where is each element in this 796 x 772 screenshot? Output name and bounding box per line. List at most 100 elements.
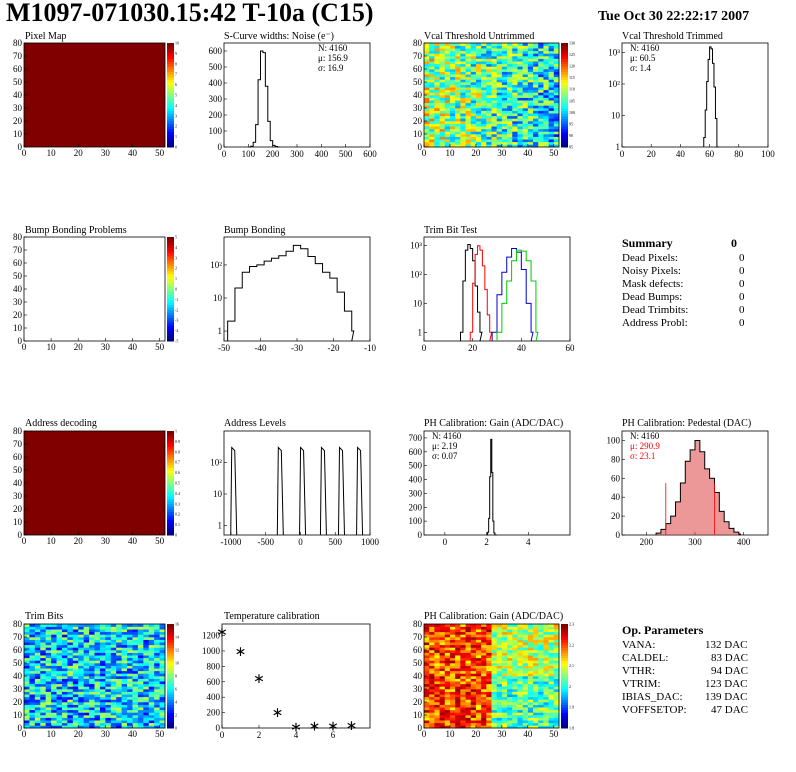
heatmap-cell	[533, 629, 539, 633]
heatmap-cell	[154, 722, 160, 726]
colorbar-segment	[167, 676, 174, 680]
heatmap-cell	[491, 694, 497, 698]
heatmap-cell	[29, 707, 36, 711]
heatmap-cell	[45, 639, 52, 643]
heatmap-cell	[449, 71, 456, 75]
colorbar-tick-label: 2.3	[569, 622, 574, 627]
heatmap-cell	[137, 665, 144, 669]
y-tick-label: 100	[409, 516, 423, 526]
heatmap-cell	[548, 89, 555, 93]
heatmap-cell	[548, 141, 555, 145]
heatmap-cell	[143, 663, 150, 666]
heatmap-cell	[481, 699, 487, 703]
heatmap-cell	[501, 108, 508, 111]
heatmap-cell	[424, 720, 430, 724]
heatmap-cell	[429, 665, 435, 669]
heatmap-cell	[491, 115, 497, 119]
x-tick-label: 0	[620, 149, 625, 159]
heatmap-cell	[553, 665, 560, 669]
colorbar-segment	[167, 312, 174, 316]
heatmap-cell	[127, 624, 133, 627]
heatmap-cell	[517, 704, 523, 708]
heatmap-cell	[538, 717, 544, 721]
heatmap-cell	[439, 707, 446, 711]
heatmap-cell	[116, 676, 122, 679]
heatmap-cell	[470, 123, 477, 127]
heatmap-cell	[522, 92, 529, 96]
heatmap-cell	[533, 709, 539, 713]
heatmap-cell	[512, 644, 518, 648]
heatmap-cell	[465, 56, 472, 59]
heatmap-cell	[45, 668, 52, 672]
heatmap-cell	[132, 678, 139, 682]
heatmap-cell	[491, 642, 497, 646]
heatmap-cell	[543, 631, 549, 635]
heatmap-cell	[137, 686, 144, 690]
heatmap-cell	[455, 97, 461, 101]
heatmap-cell	[470, 141, 477, 145]
heatmap-cell	[24, 717, 30, 721]
heatmap-cell	[116, 634, 122, 638]
heatmap-cell	[538, 715, 544, 718]
heatmap-cell	[507, 624, 513, 627]
colorbar-segment	[167, 524, 174, 528]
heatmap-cell	[127, 637, 133, 640]
heatmap-cell	[94, 660, 101, 664]
heatmap-cell	[61, 704, 68, 708]
heatmap-cell	[40, 631, 46, 635]
heatmap-cell	[45, 650, 52, 653]
heatmap-cell	[439, 665, 446, 669]
heatmap-cell	[517, 702, 523, 705]
colorbar-tick-label: 110	[569, 87, 575, 92]
heatmap-cell	[470, 660, 477, 664]
heatmap-cell	[517, 670, 523, 674]
heatmap-cell	[110, 686, 117, 690]
heatmap-cell	[507, 79, 513, 83]
heatmap-cell	[45, 722, 52, 726]
heatmap-cell	[481, 61, 487, 65]
heatmap-cell	[148, 683, 155, 687]
heatmap-cell	[501, 722, 508, 726]
heatmap-cell	[470, 95, 477, 98]
heatmap-cell	[460, 92, 466, 96]
chart-title: Bump Bonding	[224, 225, 285, 236]
heatmap-cell	[159, 624, 166, 627]
heatmap-cell	[40, 722, 46, 726]
heatmap-cell	[24, 634, 30, 638]
heatmap-cell	[538, 668, 544, 672]
heatmap-cell	[45, 673, 52, 677]
heatmap-cell	[543, 699, 549, 703]
heatmap-cell	[481, 668, 487, 672]
heatmap-cell	[72, 702, 79, 705]
colorbar-segment	[167, 79, 174, 83]
heatmap-cell	[553, 676, 560, 679]
heatmap-cell	[143, 673, 150, 677]
heatmap-cell	[553, 634, 560, 638]
heatmap-cell	[475, 670, 482, 674]
heatmap-cell	[475, 50, 482, 54]
heatmap-cell	[501, 53, 508, 57]
heatmap-cell	[455, 631, 461, 635]
heatmap-cell	[491, 118, 497, 122]
heatmap-cell	[148, 626, 155, 630]
heatmap-cell	[429, 657, 435, 661]
heatmap-cell	[429, 84, 435, 88]
heatmap-cell	[24, 681, 30, 685]
colorbar-segment	[167, 472, 174, 476]
heatmap-cell	[507, 663, 513, 666]
heatmap-cell	[449, 134, 456, 137]
heatmap-cell	[486, 84, 492, 88]
heatmap-cell	[548, 108, 555, 111]
heatmap-cell	[517, 89, 523, 93]
heatmap-cell	[434, 655, 440, 659]
heatmap-cell	[496, 678, 503, 682]
heatmap-cells	[24, 431, 165, 535]
heatmap-cell	[517, 58, 523, 62]
heatmap-cell	[89, 712, 95, 716]
heatmap-cell	[507, 722, 513, 726]
colorbar-segment	[167, 87, 174, 91]
y-tick-label: 40	[413, 90, 423, 100]
heatmap-cell	[121, 676, 128, 679]
heatmap-cell	[491, 89, 497, 93]
heatmap-cell	[533, 136, 539, 140]
